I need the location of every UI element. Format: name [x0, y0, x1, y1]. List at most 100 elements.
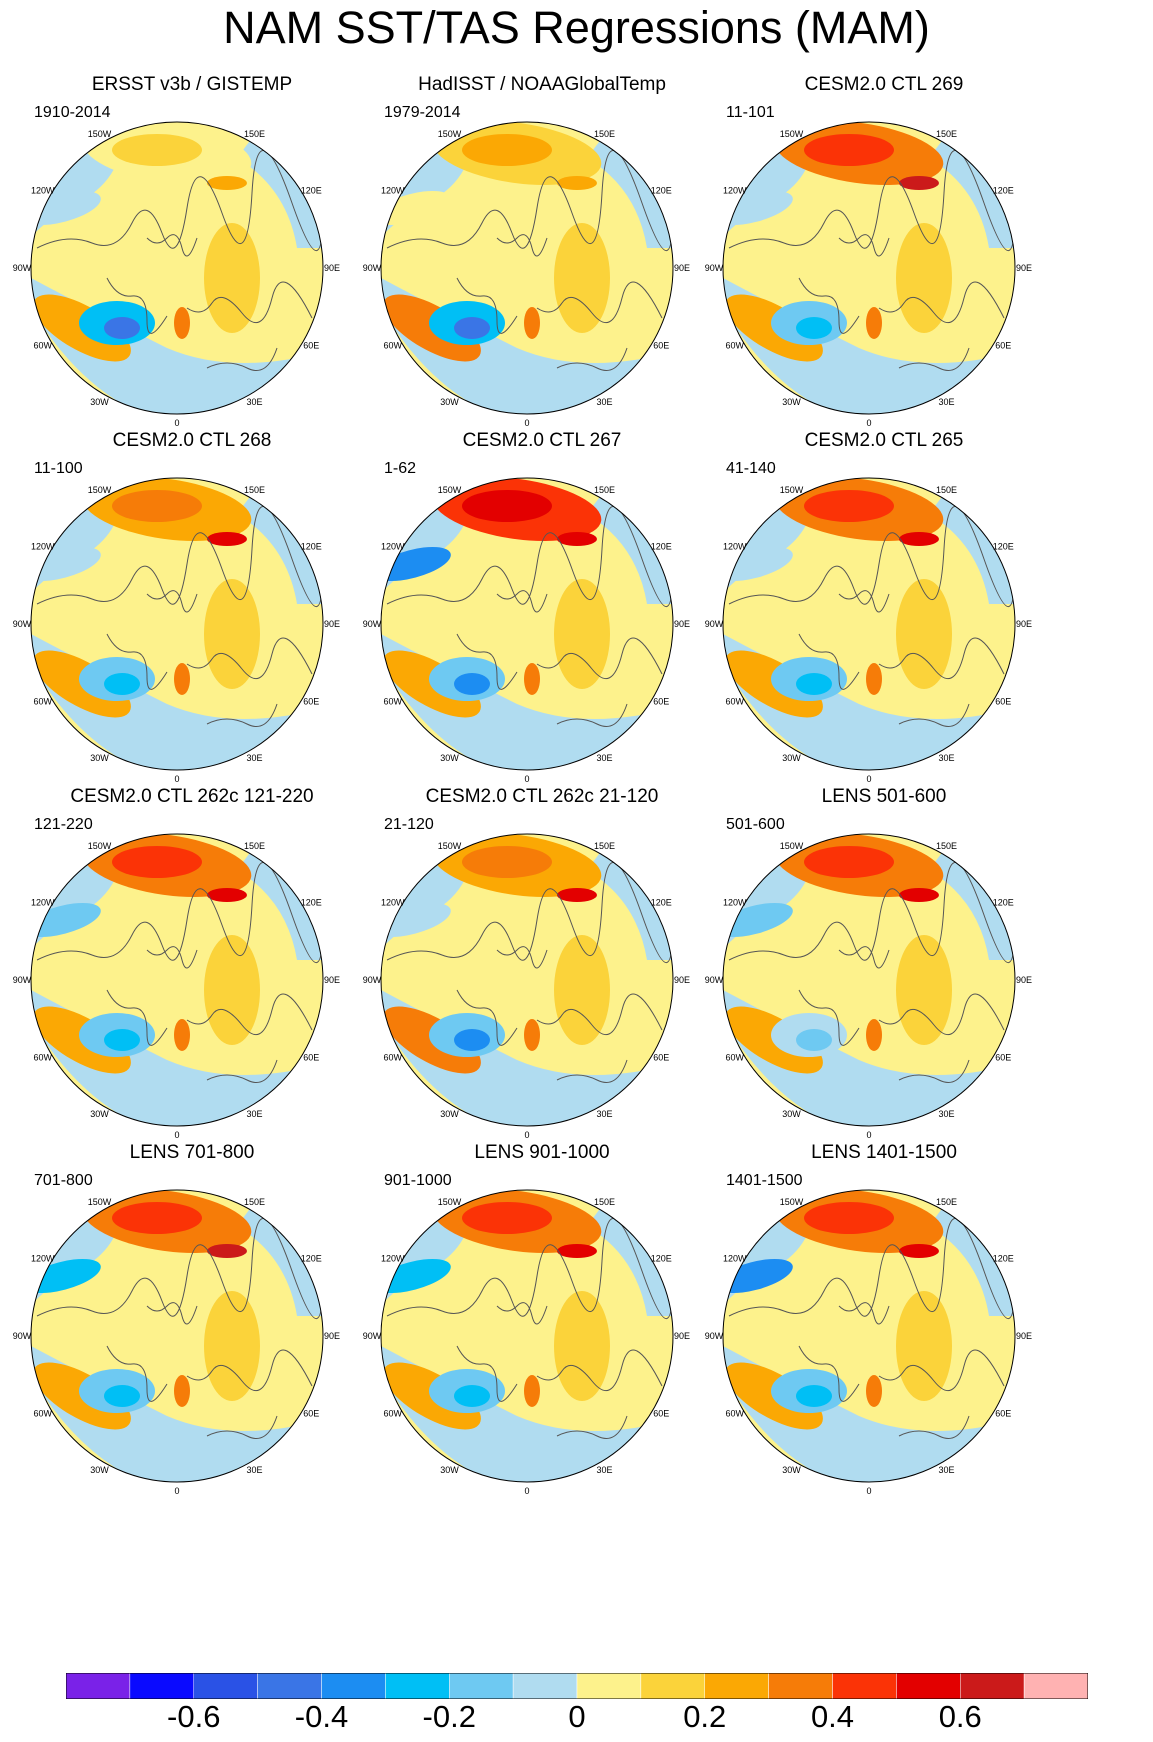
longitude-label: 150E [936, 129, 957, 139]
longitude-label: 90E [1016, 1331, 1032, 1341]
colorbar-tick-label: 0.2 [683, 1699, 727, 1734]
eurasia-warm-region [554, 579, 610, 689]
pacific-warm-core [804, 490, 894, 522]
siberia-hotspot [899, 888, 939, 902]
longitude-label: 0 [524, 1486, 529, 1496]
longitude-label: 60E [653, 1053, 669, 1063]
scandinavia-warm-region [524, 1375, 540, 1407]
longitude-label: 90W [705, 1331, 724, 1341]
canada-cold-region [723, 902, 793, 938]
longitude-label: 120W [381, 898, 405, 908]
longitude-label: 30W [90, 1465, 109, 1475]
polar-map: 180150E120E90E60E30E030W60W90W120W150W [363, 833, 690, 1140]
scandinavia-warm-region [174, 307, 190, 339]
polar-map: 180150E120E90E60E30E030W60W90W120W150W [705, 477, 1032, 784]
longitude-label: 120W [723, 186, 747, 196]
longitude-label: 0 [174, 418, 179, 428]
panel-title: CESM2.0 CTL 269 [804, 74, 964, 95]
colorbar-swatch [385, 1673, 450, 1699]
longitude-label: 150E [936, 485, 957, 495]
longitude-label: 30W [90, 397, 109, 407]
longitude-label: 150W [438, 129, 462, 139]
longitude-label: 30E [246, 753, 262, 763]
longitude-label: 90E [674, 1331, 690, 1341]
pacific-warm-core [112, 134, 202, 166]
panel-title: ERSST v3b / GISTEMP [91, 74, 293, 95]
coastline [36, 149, 323, 371]
longitude-label: 30W [782, 1465, 801, 1475]
longitude-label: 150W [88, 1197, 112, 1207]
longitude-label: 0 [524, 1130, 529, 1140]
scandinavia-warm-region [866, 307, 882, 339]
longitude-label: 60E [653, 697, 669, 707]
longitude-label: 90E [324, 975, 340, 985]
longitude-label: 0 [174, 1130, 179, 1140]
scandinavia-warm-region [866, 663, 882, 695]
longitude-label: 150W [438, 485, 462, 495]
longitude-label: 30E [596, 1109, 612, 1119]
longitude-label: 150E [594, 129, 615, 139]
longitude-label: 60W [726, 1409, 745, 1419]
colorbar-swatch [704, 1673, 769, 1699]
labrador-cold-core [796, 1029, 832, 1051]
coastline [386, 861, 673, 1083]
longitude-label: 30W [440, 1109, 459, 1119]
colorbar-tick-label: -0.2 [422, 1699, 476, 1734]
longitude-label: 90W [13, 975, 32, 985]
longitude-label: 60E [653, 1409, 669, 1419]
longitude-label: 150W [438, 1197, 462, 1207]
labrador-cold-core [454, 673, 490, 695]
longitude-label: 30E [246, 1109, 262, 1119]
panel-title: LENS 701-800 [129, 1142, 255, 1163]
longitude-label: 30W [782, 397, 801, 407]
labrador-cold-core [796, 1385, 832, 1407]
pacific-warm-core [804, 846, 894, 878]
longitude-label: 60E [303, 341, 319, 351]
longitude-label: 150W [88, 485, 112, 495]
map-panel: ERSST v3b / GISTEMP1910-2014180150E120E9… [0, 74, 384, 470]
eurasia-warm-region [896, 1291, 952, 1401]
longitude-label: 120W [723, 898, 747, 908]
longitude-label: 150W [88, 129, 112, 139]
canada-cold-region [723, 190, 793, 226]
polar-map: 180150E120E90E60E30E030W60W90W120W150W [363, 477, 690, 784]
longitude-label: 30E [246, 1465, 262, 1475]
siberia-hotspot [899, 1244, 939, 1258]
scandinavia-warm-region [524, 307, 540, 339]
eurasia-warm-region [204, 223, 260, 333]
pacific-warm-core [804, 134, 894, 166]
pacific-warm-core [112, 846, 202, 878]
pacific-warm-core [462, 846, 552, 878]
polar-map: 180150E120E90E60E30E030W60W90W120W150W [13, 833, 340, 1140]
longitude-label: 30W [440, 397, 459, 407]
scandinavia-warm-region [866, 1019, 882, 1051]
longitude-label: 60E [303, 1409, 319, 1419]
coastline [36, 505, 323, 727]
longitude-label: 90W [13, 1331, 32, 1341]
siberia-hotspot [207, 532, 247, 546]
longitude-label: 60E [995, 1409, 1011, 1419]
longitude-label: 120W [381, 542, 405, 552]
map-panel: CESM2.0 CTL 262c 121-220121-220180150E12… [0, 786, 384, 1182]
siberia-hotspot [207, 176, 247, 190]
map-boundary [30, 833, 324, 1127]
polar-map: 180150E120E90E60E30E030W60W90W120W150W [363, 121, 690, 428]
longitude-label: 150E [594, 485, 615, 495]
longitude-label: 60E [303, 1053, 319, 1063]
longitude-label: 60E [303, 697, 319, 707]
longitude-label: 150E [244, 485, 265, 495]
longitude-label: 120W [31, 542, 55, 552]
labrador-cold-core [104, 317, 140, 339]
longitude-label: 60W [34, 1409, 53, 1419]
colorbar-swatch [321, 1673, 386, 1699]
longitude-label: 90W [363, 619, 382, 629]
eurasia-warm-region [554, 935, 610, 1045]
eurasia-warm-region [204, 935, 260, 1045]
canada-cold-region [381, 190, 451, 226]
longitude-label: 150W [88, 841, 112, 851]
longitude-label: 150W [780, 1197, 804, 1207]
panel-title: LENS 501-600 [821, 786, 947, 807]
siberia-hotspot [557, 1244, 597, 1258]
colorbar-swatch [832, 1673, 897, 1699]
longitude-label: 150E [244, 129, 265, 139]
